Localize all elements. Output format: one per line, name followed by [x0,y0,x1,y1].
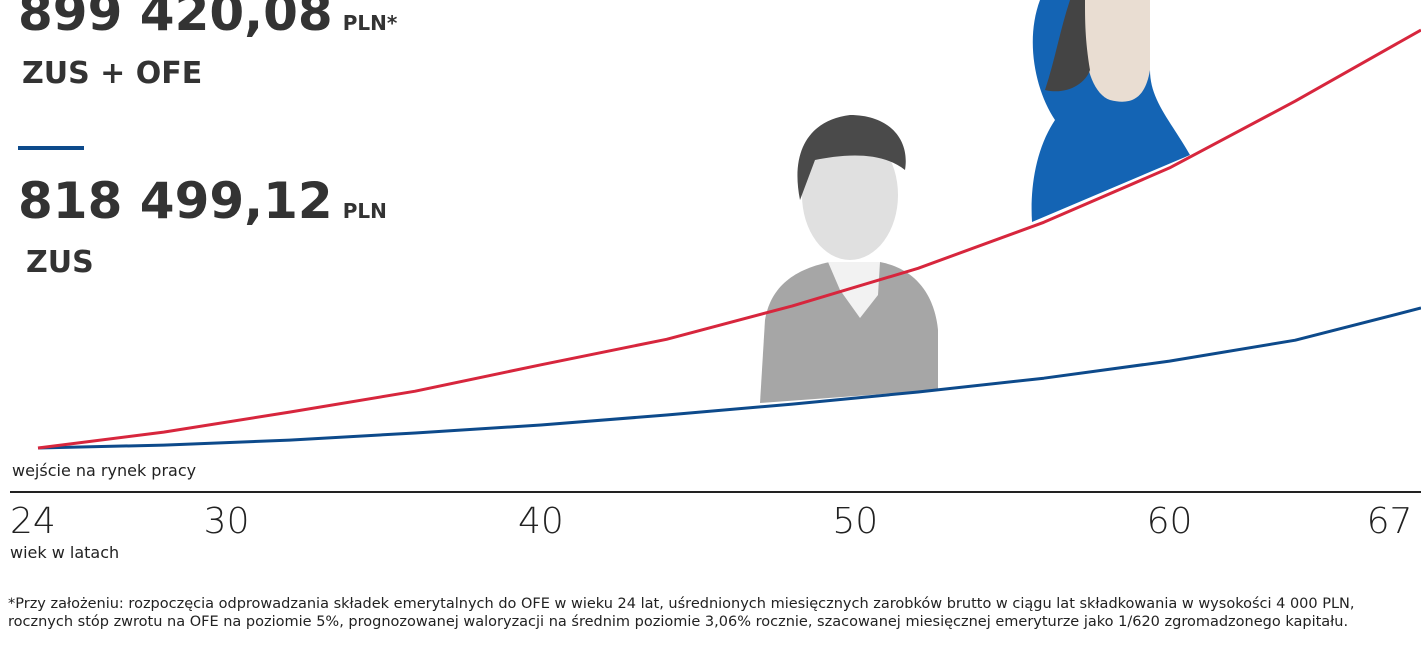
legend-swatch [18,146,84,150]
legend-label: ZUS + OFE [22,56,202,91]
total-zus: 818 499,12 [18,172,333,230]
x-tick-label: 30 [204,501,250,542]
illustration-man [760,115,938,403]
x-axis-label: wiek w latach [10,543,119,562]
illustration-woman [1032,0,1190,222]
chart: 899 420,08 PLN* ZUS + OFE 818 499,12 PLN… [0,0,1421,652]
footnote: rocznych stóp zwrotu na OFE na poziomie … [8,614,1348,630]
unit-ofe: PLN* [343,11,398,35]
x-tick-label: 24 [10,501,56,542]
line-series [38,30,1421,448]
total-ofe: 899 420,08 [18,0,333,42]
unit-zus: PLN [343,199,387,223]
x-tick-label: 67 [1367,501,1413,542]
start-label: wejście na rynek pracy [12,461,196,480]
footnote: *Przy założeniu: rozpoczęcia odprowadzan… [8,596,1355,612]
page: 899 420,08 PLN* ZUS + OFE 818 499,12 PLN… [0,0,1421,652]
legend-label: ZUS [26,245,94,280]
x-tick-label: 50 [832,501,878,542]
x-tick-label: 60 [1147,501,1193,542]
x-tick-label: 40 [518,501,564,542]
line-series [38,308,1421,448]
